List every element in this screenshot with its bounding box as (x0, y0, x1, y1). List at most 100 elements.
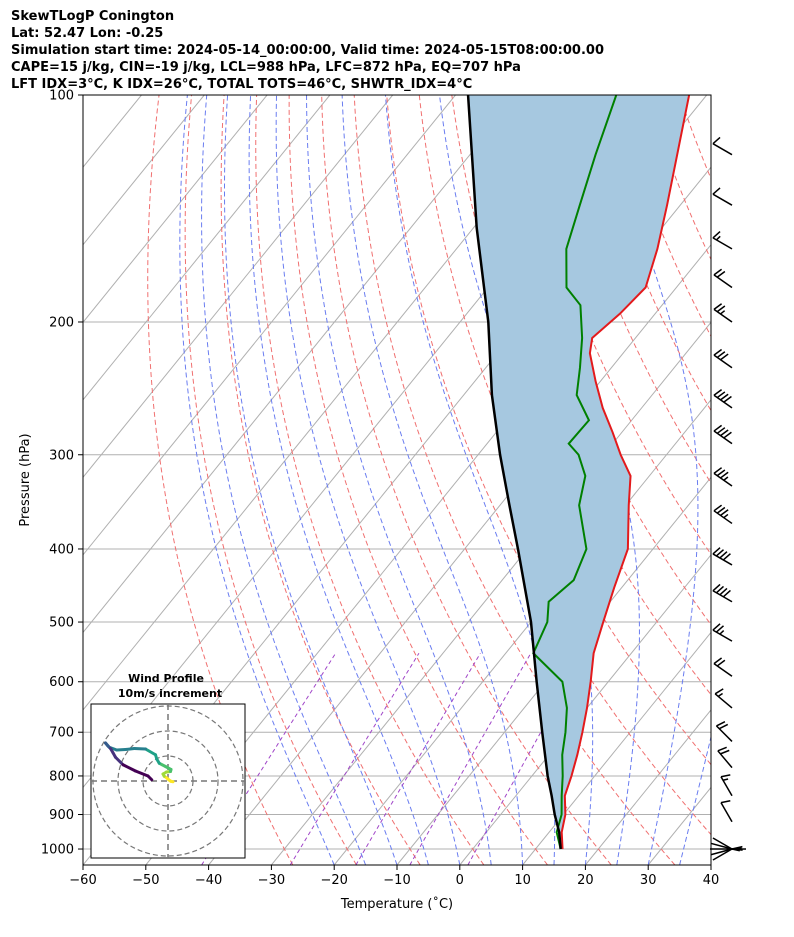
wind-barb (712, 187, 733, 206)
isotherm (585, 709, 711, 865)
dry-adiabat (255, 95, 485, 865)
isotherm (83, 95, 268, 324)
y-tick-label: 700 (49, 726, 74, 741)
y-tick-label: 600 (49, 675, 74, 690)
dry-adiabat (147, 95, 294, 865)
isotherm (522, 631, 711, 865)
isotherm (83, 95, 456, 556)
y-axis-label: Pressure (hPa) (18, 433, 33, 526)
wind-barb (713, 348, 733, 369)
y-tick-label: 500 (49, 616, 74, 631)
mixing-ratio-line (467, 653, 586, 865)
x-tick-label: −60 (69, 873, 96, 888)
wind-barb (712, 547, 733, 566)
wind-barb (713, 657, 733, 677)
moist-adiabat (679, 734, 711, 865)
wind-barb (720, 800, 733, 823)
wind-barb (713, 303, 733, 323)
moist-adiabat (341, 95, 524, 865)
hodograph-segment (114, 755, 125, 767)
dry-adiabat (679, 95, 711, 180)
dry-adiabat (220, 95, 421, 865)
x-tick-label: −20 (320, 873, 347, 888)
wind-barb (715, 720, 733, 742)
x-tick-label: 0 (456, 873, 464, 888)
moist-adiabat (384, 95, 556, 865)
wind-barb (712, 231, 733, 250)
x-tick-label: 30 (640, 873, 657, 888)
cape-line: CAPE=15 j/kg, CIN=-19 j/kg, LCL=988 hPa,… (11, 60, 521, 75)
location-line: Lat: 52.47 Lon: -0.25 (11, 26, 164, 41)
hodograph-segment (144, 747, 157, 757)
wind-barb (713, 504, 733, 525)
wind-barb (712, 136, 733, 156)
simulation-time-line: Simulation start time: 2024-05-14_00:00:… (11, 43, 604, 58)
y-tick-label: 100 (49, 89, 74, 104)
surface-barb-cluster (710, 837, 746, 861)
dry-adiabat (184, 95, 357, 865)
y-tick-label: 1000 (41, 843, 74, 858)
mixing-ratio-line (289, 652, 420, 865)
dry-adiabat (288, 95, 548, 865)
hodograph-title: Wind Profile (128, 672, 204, 685)
wind-barbs (710, 136, 746, 861)
moist-adiabat (598, 95, 699, 865)
x-tick-label: −40 (195, 873, 222, 888)
wind-barb (713, 424, 733, 445)
dry-adiabat (516, 95, 711, 556)
wind-barb (713, 467, 733, 487)
wind-barb (714, 688, 733, 709)
hodograph-segment (146, 774, 154, 782)
moist-adiabat (248, 95, 429, 865)
hodograph-inset: Wind Profile 10m/s increment (90, 672, 246, 859)
dry-adiabat (777, 95, 794, 865)
y-tick-label: 200 (49, 315, 74, 330)
chart-title: SkewTLogP Conington (11, 9, 175, 24)
temperature-line (560, 95, 691, 850)
y-tick-label: 400 (49, 542, 74, 557)
wind-barb (720, 774, 733, 797)
isotherm (83, 95, 205, 246)
isotherm (333, 399, 711, 865)
dewpoint-line (532, 95, 618, 850)
dry-adiabat (745, 95, 794, 865)
moist-adiabat (201, 95, 367, 865)
x-tick-label: 20 (577, 873, 594, 888)
isotherm (83, 95, 519, 634)
moist-adiabat (306, 95, 492, 865)
x-tick-label: −10 (383, 873, 410, 888)
x-tick-label: 40 (703, 873, 720, 888)
hodograph-segment (134, 769, 150, 778)
x-tick-label: −50 (132, 873, 159, 888)
plot-area (83, 95, 794, 865)
y-tick-label: 800 (49, 769, 74, 784)
y-tick-label: 300 (49, 448, 74, 463)
parcel-line (466, 95, 562, 850)
hodograph-ring (117, 730, 219, 832)
wind-barb (713, 268, 733, 289)
hodograph-segment (132, 747, 147, 751)
isotherm (83, 95, 331, 401)
x-axis-label: Temperature (˚C) (340, 896, 453, 912)
isotherm (83, 95, 394, 479)
hodograph-segment (121, 763, 137, 773)
wind-barb (712, 583, 733, 603)
moist-adiabat (223, 95, 398, 865)
moist-adiabat (275, 95, 461, 865)
chart-header: SkewTLogP Conington Lat: 52.47 Lon: -0.2… (11, 8, 604, 93)
hodograph-subtitle: 10m/s increment (118, 687, 222, 700)
y-tick-label: 900 (49, 808, 74, 823)
mixing-ratio-line (409, 652, 532, 865)
moist-adiabat (179, 95, 335, 865)
wind-barb (712, 623, 733, 642)
x-tick-label: −30 (258, 873, 285, 888)
wind-barb (713, 389, 733, 409)
mixing-ratio-line (355, 652, 481, 865)
dry-adiabat (581, 95, 711, 412)
cape-fill (468, 95, 690, 850)
isotherm (145, 166, 711, 865)
x-tick-label: 10 (514, 873, 531, 888)
wind-barb (717, 746, 733, 769)
dry-adiabat (321, 95, 612, 865)
